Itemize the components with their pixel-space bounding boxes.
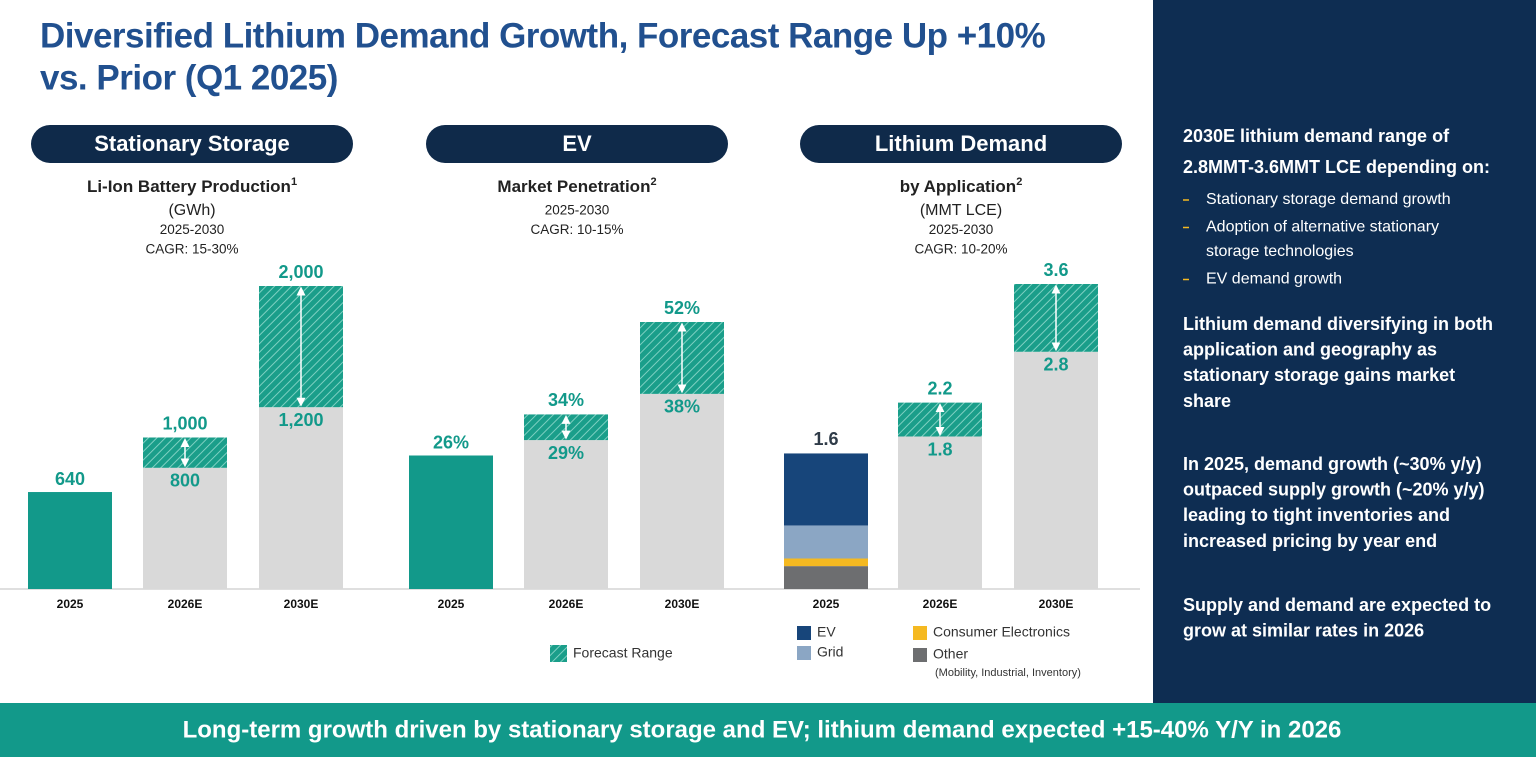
sidebar-bg [1153,0,1536,703]
header-pill [31,125,353,163]
value-label: 1,200 [278,410,323,430]
sidebar-bullet: Stationary storage demand growth [1206,191,1451,208]
sidebar-paragraph: Supply and demand are expected to [1183,595,1491,615]
bar [640,393,724,589]
high-label: 34% [548,390,584,410]
legend-label: Consumer Electronics [933,624,1070,640]
value-label: 29% [548,443,584,463]
value-label: 640 [55,469,85,489]
total-label: 1.6 [813,429,838,449]
bar [28,492,112,589]
sidebar-heading: 2030E lithium demand range of [1183,126,1450,146]
value-label: 26% [433,432,469,452]
high-label: 52% [664,298,700,318]
slide-title: Diversified Lithium Demand Growth, Forec… [40,16,1046,55]
legend-swatch [797,626,811,640]
x-tick-label: 2026E [923,597,958,611]
title-note: 1 [291,176,297,188]
bar [898,436,982,589]
sidebar-bullet: storage technologies [1206,243,1354,260]
chart-title-text: Li-Ion Battery Production [87,177,291,196]
chart-title: by Application2 [900,176,1023,197]
chart-header: Stationary Storage [94,131,290,156]
header-pill [800,125,1122,163]
x-tick-label: 2025 [813,597,840,611]
legend-swatch [550,645,567,662]
value-label: 1.8 [927,439,952,459]
header-pill [426,125,728,163]
title-note: 2 [1016,176,1022,188]
chart-subtitle: 2025-2030 [929,222,994,237]
title-note: 2 [650,176,656,188]
sidebar-paragraph: increased pricing by year end [1183,531,1437,551]
value-label: 800 [170,471,200,491]
chart-title: Li-Ion Battery Production1 [87,176,297,197]
sidebar-heading: 2.8MMT-3.6MMT LCE depending on: [1183,157,1490,177]
legend-label: Grid [817,644,843,660]
x-tick-label: 2030E [284,597,319,611]
legend-label: Other [933,646,968,662]
sidebar-paragraph: application and geography as [1183,339,1437,359]
high-label: 2.2 [927,378,952,398]
footer-text: Long-term growth driven by stationary st… [183,716,1342,743]
bar [524,440,608,589]
chart-subtitle: 2025-2030 [160,222,225,237]
stack-segment [784,558,868,567]
sidebar-paragraph: leading to tight inventories and [1183,505,1450,525]
high-label: 2,000 [278,262,323,282]
high-label: 3.6 [1043,260,1068,280]
chart-subtitle: CAGR: 15-30% [145,242,238,257]
sidebar-paragraph: share [1183,391,1231,411]
sidebar-bullet: EV demand growth [1206,271,1342,288]
chart-subtitle: 2025-2030 [545,203,610,218]
value-label: 2.8 [1043,355,1068,375]
legend-label: EV [817,624,836,640]
sidebar-paragraph: stationary storage gains market [1183,365,1455,385]
x-tick-label: 2030E [665,597,700,611]
sidebar-paragraph: In 2025, demand growth (~30% y/y) [1183,454,1482,474]
x-tick-label: 2025 [57,597,84,611]
bar [143,467,227,589]
chart-title-text: by Application [900,177,1017,196]
legend-label: Forecast Range [573,645,673,661]
x-tick-label: 2025 [438,597,465,611]
chart-title: Market Penetration2 [497,176,656,197]
legend-note: (Mobility, Industrial, Inventory) [935,667,1081,679]
value-label: 38% [664,397,700,417]
sidebar-paragraph: outpaced supply growth (~20% y/y) [1183,479,1485,499]
chart-header: Lithium Demand [875,131,1047,156]
bar [1014,351,1098,589]
bar [409,455,493,589]
stack-segment [784,566,868,589]
sidebar-bullet: Adoption of alternative stationary [1206,219,1439,236]
chart-subtitle: CAGR: 10-20% [914,242,1007,257]
legend-swatch [797,646,811,660]
footer-bg [0,703,1536,757]
x-tick-label: 2026E [168,597,203,611]
legend-swatch [913,626,927,640]
sidebar-paragraph: Lithium demand diversifying in both [1183,314,1493,334]
sidebar-paragraph: grow at similar rates in 2026 [1183,620,1424,640]
stack-segment [784,453,868,526]
x-tick-label: 2030E [1039,597,1074,611]
high-label: 1,000 [162,413,207,433]
chart-subtitle: CAGR: 10-15% [530,222,623,237]
bar [259,407,343,589]
chart-subtitle: (GWh) [168,202,215,219]
x-tick-label: 2026E [549,597,584,611]
legend-swatch [913,648,927,662]
slide-title: vs. Prior (Q1 2025) [40,58,338,97]
stack-segment [784,525,868,559]
chart-title-text: Market Penetration [497,177,650,196]
chart-subtitle: (MMT LCE) [920,202,1002,219]
chart-header: EV [562,131,592,156]
